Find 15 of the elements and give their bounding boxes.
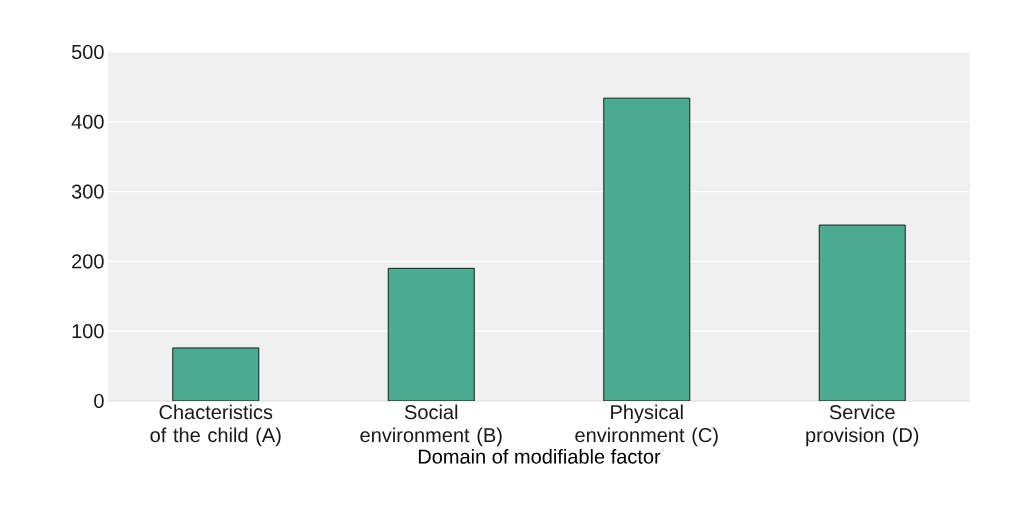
x-tick-label: Chacteristics of the child (A) bbox=[150, 404, 281, 447]
x-tick-label: Physical environment (C) bbox=[575, 404, 718, 447]
bar bbox=[172, 347, 260, 401]
bar bbox=[818, 224, 906, 401]
y-tick-label: 500 bbox=[71, 44, 104, 60]
y-tick-label: 0 bbox=[94, 393, 104, 409]
x-tick-label: Social environment (B) bbox=[360, 404, 502, 447]
y-tick-label: 100 bbox=[72, 324, 104, 339]
y-tick-label: 300 bbox=[71, 184, 104, 199]
y-tick-label: 400 bbox=[71, 114, 104, 129]
x-tick-label: Service provision (D) bbox=[806, 404, 919, 447]
bar bbox=[603, 97, 691, 401]
x-axis-title: Domain of modifiable factor bbox=[418, 449, 661, 464]
y-tick-label: 200 bbox=[72, 254, 104, 269]
bar bbox=[387, 267, 475, 401]
